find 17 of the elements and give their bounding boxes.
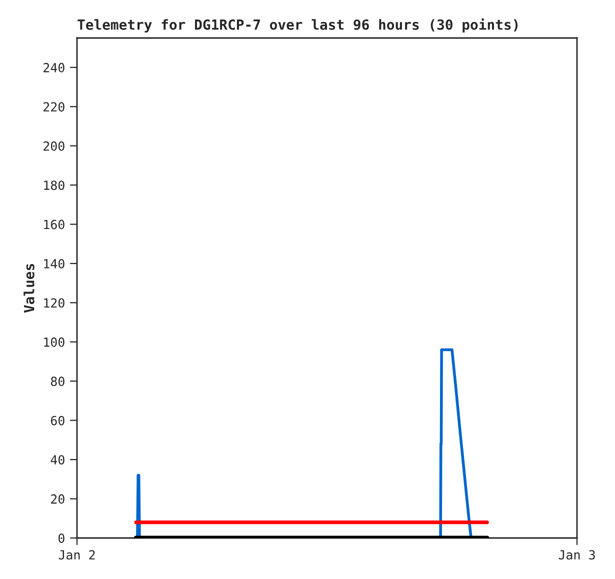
y-tick-label: 60 [50,416,64,426]
y-tick-label: 180 [44,180,64,190]
y-tick-label: 120 [44,298,64,308]
y-tick-label: 80 [50,376,64,386]
y-tick-label: 40 [50,455,64,465]
y-tick-label: 240 [44,62,64,72]
x-tick-label: Jan 3 [558,550,595,560]
y-tick-label: 20 [51,494,64,504]
chart-title: Telemetry for DG1RCP-7 over last 96 hours (30 points) [78,18,518,33]
y-tick-label: 200 [44,141,64,151]
y-tick-label: 220 [44,102,64,112]
y-axis-title: Values [24,264,34,313]
y-tick-label: 140 [44,258,64,268]
y-tick-label: 0 [58,534,64,543]
y-tick-label: 100 [44,337,64,347]
x-tick-label: Jan 2 [58,550,95,560]
y-tick-label: 160 [44,220,64,230]
